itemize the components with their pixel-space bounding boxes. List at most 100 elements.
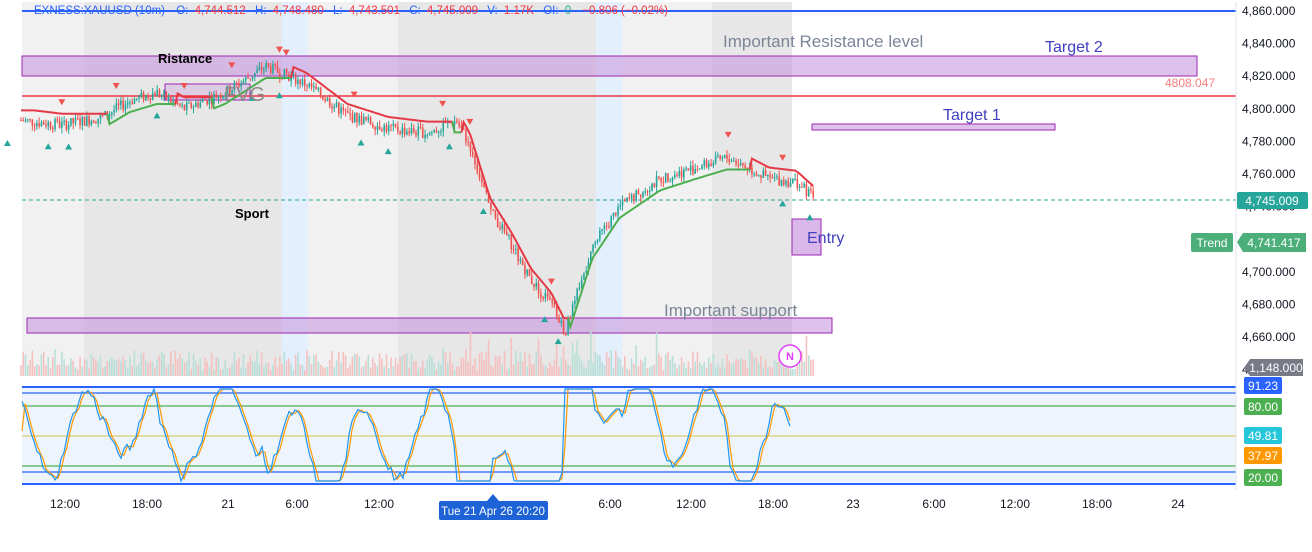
candle-body bbox=[406, 131, 408, 135]
candle-body bbox=[197, 102, 199, 108]
candle-body bbox=[115, 103, 118, 111]
volume-bar bbox=[204, 357, 206, 376]
volume-bar bbox=[748, 350, 751, 376]
volume-bar bbox=[526, 366, 529, 376]
candle-body bbox=[313, 86, 315, 88]
candle-body bbox=[512, 249, 515, 251]
svg-text:EXNESS:XAUUSD (10m) O:: EXNESS:XAUUSD (10m) O: 4,744.512 H: 4,74… bbox=[34, 5, 668, 17]
volume-bar bbox=[762, 366, 765, 376]
candle-body bbox=[72, 118, 75, 124]
symbol-label: EXNESS:XAUUSD (10m) bbox=[34, 5, 165, 17]
time-tick-label: 24 bbox=[1171, 497, 1185, 511]
volume-bar bbox=[313, 355, 315, 376]
volume-bar bbox=[308, 355, 311, 376]
sell-marker-icon bbox=[439, 100, 447, 107]
resistance-zone[interactable] bbox=[21, 55, 1198, 77]
volume-bar bbox=[335, 360, 338, 376]
news-marker[interactable]: N bbox=[778, 344, 802, 368]
target1-zone[interactable] bbox=[811, 123, 1056, 131]
candle-body bbox=[126, 102, 129, 105]
volume-bar bbox=[31, 350, 34, 376]
candle-body bbox=[787, 180, 790, 187]
volume-bar bbox=[126, 368, 129, 376]
candle-body bbox=[651, 183, 653, 191]
volume-bar bbox=[583, 366, 585, 376]
volume-bar bbox=[732, 362, 735, 376]
buy-marker-icon bbox=[153, 112, 161, 119]
trend-segment bbox=[460, 119, 569, 320]
volume-bar bbox=[555, 344, 558, 376]
volume-bar bbox=[503, 350, 506, 376]
candle-body bbox=[154, 93, 156, 97]
time-tick-label: 12:00 bbox=[1000, 497, 1030, 511]
candle-body bbox=[238, 83, 240, 87]
volume-bar bbox=[394, 358, 397, 376]
volume-bar bbox=[453, 369, 456, 376]
oscillator-pane bbox=[21, 386, 1236, 485]
candle-body bbox=[319, 87, 322, 97]
volume-bar bbox=[56, 364, 59, 376]
volume-bar bbox=[726, 354, 728, 376]
candle-body bbox=[456, 120, 458, 123]
volume-bar bbox=[258, 363, 261, 376]
volume-bar bbox=[367, 354, 370, 376]
volume-bar bbox=[242, 354, 245, 376]
volume-bar bbox=[390, 357, 392, 376]
candle-body bbox=[792, 179, 794, 184]
candle-body bbox=[33, 125, 36, 127]
volume-bar bbox=[360, 367, 363, 376]
candle-body bbox=[551, 299, 553, 303]
candle-body bbox=[149, 98, 152, 100]
candle-body bbox=[807, 189, 810, 197]
sell-marker-icon bbox=[112, 82, 120, 89]
volume-value: 1.17K bbox=[504, 5, 534, 17]
volume-bar bbox=[680, 357, 683, 376]
volume-bar bbox=[608, 357, 610, 376]
candle-body bbox=[410, 127, 413, 134]
oscillator-badges: 91.23 80.00 49.81 37.97 20.00 bbox=[1244, 377, 1282, 486]
volume-bar bbox=[792, 368, 794, 376]
trend-badge: Trend 4,741.417 bbox=[1191, 233, 1306, 252]
candle-body bbox=[224, 95, 227, 97]
volume-bar bbox=[292, 369, 295, 376]
volume-bar bbox=[406, 353, 408, 376]
candle-body bbox=[95, 122, 97, 124]
time-tick-label: 6:00 bbox=[285, 497, 309, 511]
time-tick-label: 21 bbox=[221, 497, 235, 511]
candle-body bbox=[635, 190, 637, 201]
volume-bar bbox=[219, 369, 222, 376]
candle-body bbox=[789, 183, 792, 187]
candle-body bbox=[599, 230, 601, 240]
crosshair-date-text: Tue 21 Apr 26 20:20 bbox=[441, 506, 545, 518]
candle-body bbox=[442, 120, 445, 132]
candle-body bbox=[628, 197, 631, 199]
support-zone[interactable] bbox=[26, 317, 833, 334]
volume-bar bbox=[135, 366, 138, 376]
volume-bar bbox=[165, 367, 168, 376]
close-label: C: bbox=[409, 5, 421, 17]
sell-marker-icon bbox=[779, 154, 787, 161]
volume-bar bbox=[106, 361, 109, 376]
candle-body bbox=[694, 169, 696, 174]
candle-body bbox=[353, 112, 356, 122]
candle-body bbox=[412, 127, 415, 133]
volume-bar bbox=[467, 361, 469, 376]
entry-box[interactable] bbox=[791, 218, 822, 256]
change-value: −0.806 (−0.02%) bbox=[582, 5, 668, 17]
candle-body bbox=[678, 170, 681, 176]
volume-bar bbox=[401, 356, 404, 376]
candle-body bbox=[553, 302, 556, 306]
candle-body bbox=[526, 269, 529, 275]
time-axis[interactable]: 12:00 18:00 21 6:00 12:00 6:00 12:00 18:00 23 6:0… bbox=[50, 497, 1185, 511]
volume-bar bbox=[328, 359, 331, 376]
volume-bar bbox=[431, 356, 433, 376]
candle-body bbox=[51, 127, 54, 130]
candle-body bbox=[231, 89, 233, 94]
candle-body bbox=[433, 130, 435, 132]
volume-bar bbox=[249, 355, 252, 376]
sell-marker-icon bbox=[282, 49, 290, 56]
candle-body bbox=[751, 167, 753, 174]
volume-bar bbox=[739, 358, 742, 376]
candle-body bbox=[61, 122, 63, 128]
